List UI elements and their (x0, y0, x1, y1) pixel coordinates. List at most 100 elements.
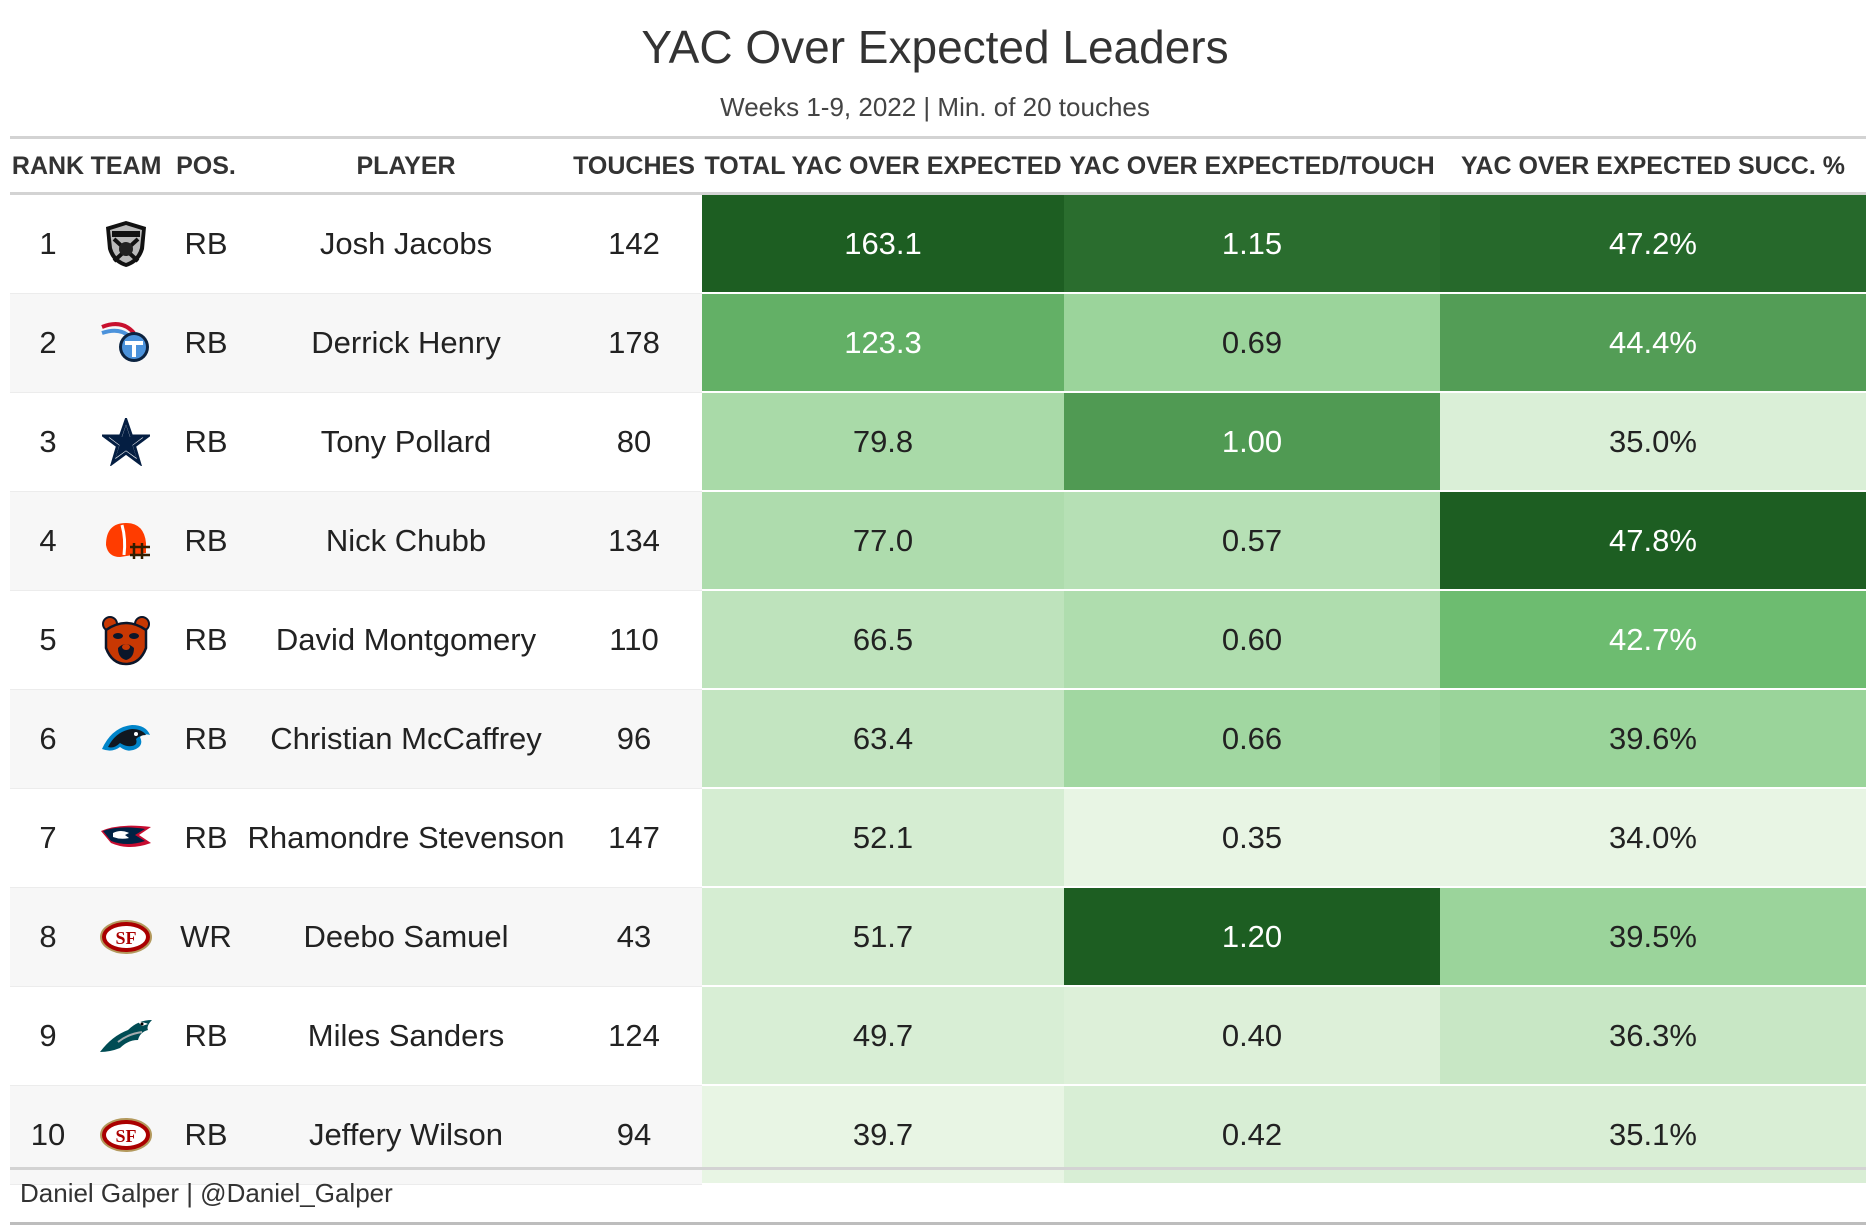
cell-touches: 80 (566, 392, 702, 492)
cell-per-touch: 0.66 (1064, 689, 1440, 789)
cell-pos: RB (166, 193, 246, 294)
cell-pos: RB (166, 986, 246, 1086)
cell-pos: RB (166, 689, 246, 789)
cell-per-touch: 0.60 (1064, 590, 1440, 690)
cell-player: Miles Sanders (246, 986, 566, 1086)
cell-rank: 5 (10, 590, 86, 690)
cell-per-touch: 0.40 (1064, 986, 1440, 1086)
header-row: RANK TEAM POS. PLAYER TOUCHES TOTAL YAC … (10, 140, 1866, 195)
cowboys-team-logo (86, 417, 166, 466)
cell-pos: RB (166, 590, 246, 690)
col-header-rank: RANK (10, 140, 86, 195)
cell-pos: RB (166, 788, 246, 888)
cell-player: Deebo Samuel (246, 887, 566, 987)
table-row: 8 SF WR Deebo Samuel 43 51.7 1.20 39.5% (10, 887, 1866, 987)
col-header-pos: POS. (166, 140, 246, 195)
cell-team (86, 590, 166, 690)
cell-player: Rhamondre Stevenson (246, 788, 566, 888)
table-row: 9 RB Miles Sanders 124 49.7 0.40 36.3% (10, 986, 1866, 1086)
cell-succ: 35.0% (1440, 392, 1866, 492)
header-top-rule (10, 136, 1866, 139)
cell-rank: 1 (10, 193, 86, 294)
49ers-team-logo: SF (86, 919, 166, 955)
cell-team (86, 293, 166, 393)
col-header-touches: TOUCHES (566, 140, 702, 195)
cell-rank: 8 (10, 887, 86, 987)
col-header-per-touch: YAC OVER EXPECTED/TOUCH (1064, 140, 1440, 195)
cell-team (86, 788, 166, 888)
browns-team-logo (86, 519, 166, 563)
chart-title: YAC Over Expected Leaders (641, 21, 1229, 73)
cell-per-touch: 0.57 (1064, 491, 1440, 591)
leaders-table: RANK TEAM POS. PLAYER TOUCHES TOTAL YAC … (10, 140, 1866, 1185)
credit-text: Daniel Galper | @Daniel_Galper (20, 1178, 393, 1208)
footer-rule (10, 1222, 1866, 1225)
cell-pos: RB (166, 392, 246, 492)
cell-succ: 44.4% (1440, 293, 1866, 393)
table-row: 1 RB Josh Jacobs 142 163.1 1.15 47.2% (10, 193, 1866, 294)
cell-pos: RB (166, 293, 246, 393)
cell-team (86, 193, 166, 294)
49ers-team-logo: SF (86, 1117, 166, 1153)
cell-touches: 96 (566, 689, 702, 789)
cell-total: 63.4 (702, 689, 1064, 789)
col-header-succ: YAC OVER EXPECTED SUCC. % (1440, 140, 1866, 195)
patriots-team-logo (86, 821, 166, 855)
svg-text:SF: SF (115, 1126, 136, 1146)
table-row: 7 RB Rhamondre Stevenson 147 52.1 0.35 34.0% (10, 788, 1866, 888)
table-row: 5 RB David Montgomery 110 66.5 0.60 42.7% (10, 590, 1866, 690)
cell-player: Josh Jacobs (246, 193, 566, 294)
cell-succ: 36.3% (1440, 986, 1866, 1086)
cell-succ: 47.8% (1440, 491, 1866, 591)
cell-succ: 47.2% (1440, 193, 1866, 294)
cell-team (86, 689, 166, 789)
cell-succ: 39.5% (1440, 887, 1866, 987)
cell-rank: 6 (10, 689, 86, 789)
table-row: 3 RB Tony Pollard 80 79.8 1.00 35.0% (10, 392, 1866, 492)
cell-team: SF (86, 887, 166, 987)
cell-team (86, 986, 166, 1086)
cell-player: Derrick Henry (246, 293, 566, 393)
cell-touches: 178 (566, 293, 702, 393)
cell-rank: 4 (10, 491, 86, 591)
svg-text:SF: SF (115, 928, 136, 948)
eagles-team-logo (86, 1016, 166, 1056)
cell-player: Nick Chubb (246, 491, 566, 591)
cell-team (86, 392, 166, 492)
cell-total: 66.5 (702, 590, 1064, 690)
cell-total: 77.0 (702, 491, 1064, 591)
col-header-player: PLAYER (246, 140, 566, 195)
cell-per-touch: 0.35 (1064, 788, 1440, 888)
col-header-total: TOTAL YAC OVER EXPECTED (702, 140, 1064, 195)
cell-rank: 9 (10, 986, 86, 1086)
cell-succ: 34.0% (1440, 788, 1866, 888)
panthers-team-logo (86, 719, 166, 759)
cell-player: Christian McCaffrey (246, 689, 566, 789)
cell-per-touch: 1.00 (1064, 392, 1440, 492)
cell-touches: 147 (566, 788, 702, 888)
cell-total: 49.7 (702, 986, 1064, 1086)
cell-succ: 42.7% (1440, 590, 1866, 690)
table-row: 4 RB Nick Chubb 134 77.0 0.57 47.8% (10, 491, 1866, 591)
titans-team-logo (86, 321, 166, 365)
table-row: 2 RB Derrick Henry 178 123.3 0.69 44.4% (10, 293, 1866, 393)
raiders-team-logo (86, 219, 166, 269)
table-row: 6 RB Christian McCaffrey 96 63.4 0.66 39.6% (10, 689, 1866, 789)
cell-rank: 7 (10, 788, 86, 888)
cell-touches: 43 (566, 887, 702, 987)
cell-touches: 142 (566, 193, 702, 294)
cell-total: 123.3 (702, 293, 1064, 393)
chart-subtitle: Weeks 1-9, 2022 | Min. of 20 touches (720, 92, 1150, 122)
table-bottom-rule (10, 1167, 1866, 1170)
bears-team-logo (86, 614, 166, 666)
cell-rank: 3 (10, 392, 86, 492)
table-body: 1 RB Josh Jacobs 142 163.1 1.15 47.2% 2 RB Derric… (10, 193, 1866, 1185)
cell-per-touch: 0.69 (1064, 293, 1440, 393)
cell-player: David Montgomery (246, 590, 566, 690)
col-header-team: TEAM (86, 140, 166, 195)
cell-total: 51.7 (702, 887, 1064, 987)
cell-succ: 39.6% (1440, 689, 1866, 789)
cell-pos: RB (166, 491, 246, 591)
cell-total: 79.8 (702, 392, 1064, 492)
cell-rank: 2 (10, 293, 86, 393)
